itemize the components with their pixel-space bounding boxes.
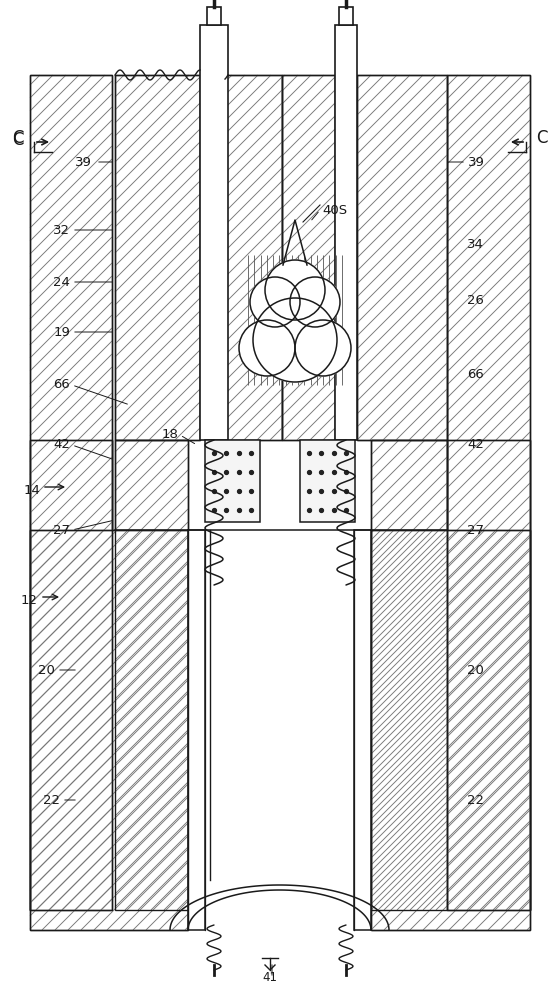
Bar xyxy=(282,75,335,440)
Bar xyxy=(339,7,353,25)
Circle shape xyxy=(295,320,351,376)
Bar xyxy=(188,530,205,930)
Bar xyxy=(447,440,530,910)
Text: 14: 14 xyxy=(23,484,40,496)
Bar xyxy=(115,75,200,440)
Bar xyxy=(357,75,447,440)
Circle shape xyxy=(265,260,325,320)
Bar xyxy=(447,440,530,910)
Text: 24: 24 xyxy=(53,275,70,288)
Bar xyxy=(371,440,447,910)
Bar xyxy=(447,75,530,910)
Bar xyxy=(371,530,530,930)
Text: 66: 66 xyxy=(467,368,484,381)
Circle shape xyxy=(295,320,351,376)
Circle shape xyxy=(250,277,300,327)
Bar xyxy=(200,25,228,440)
Bar xyxy=(30,440,112,910)
Bar xyxy=(30,530,188,930)
Text: 22: 22 xyxy=(43,794,60,806)
Bar xyxy=(354,530,371,930)
Bar xyxy=(205,530,354,930)
Circle shape xyxy=(239,320,295,376)
Bar xyxy=(115,440,188,910)
Text: 20: 20 xyxy=(38,664,55,676)
Text: 42: 42 xyxy=(53,438,70,452)
Circle shape xyxy=(290,277,340,327)
Circle shape xyxy=(253,298,337,382)
Circle shape xyxy=(239,320,295,376)
Bar xyxy=(371,530,530,930)
Text: C: C xyxy=(12,129,23,147)
Bar xyxy=(225,75,282,440)
Bar xyxy=(30,75,112,910)
Text: 41: 41 xyxy=(263,971,277,984)
Bar xyxy=(207,7,221,25)
Text: C: C xyxy=(536,129,548,147)
Bar xyxy=(282,75,335,440)
Text: 12: 12 xyxy=(21,593,38,606)
Text: 27: 27 xyxy=(53,524,70,536)
Bar xyxy=(371,440,447,910)
Bar xyxy=(30,440,112,910)
Text: 27: 27 xyxy=(467,524,484,536)
Circle shape xyxy=(253,298,337,382)
Circle shape xyxy=(265,260,325,320)
Text: 34: 34 xyxy=(467,238,484,251)
Circle shape xyxy=(290,277,340,327)
Bar xyxy=(30,530,188,930)
Text: 20: 20 xyxy=(467,664,484,676)
Bar xyxy=(30,75,112,910)
Text: 66: 66 xyxy=(53,378,70,391)
Text: 39: 39 xyxy=(75,155,92,168)
Text: 40S: 40S xyxy=(322,204,347,217)
Bar xyxy=(205,440,260,522)
Text: 18: 18 xyxy=(161,428,178,442)
Text: 32: 32 xyxy=(53,224,70,236)
Bar xyxy=(335,25,357,440)
Bar xyxy=(115,440,188,910)
Text: 26: 26 xyxy=(467,294,484,306)
Text: C: C xyxy=(12,131,23,149)
Text: 19: 19 xyxy=(53,326,70,338)
Bar xyxy=(447,75,530,910)
Bar xyxy=(115,75,200,440)
Bar xyxy=(357,75,447,440)
Bar xyxy=(300,440,355,522)
Text: 22: 22 xyxy=(467,794,484,806)
Text: 39: 39 xyxy=(468,155,485,168)
Circle shape xyxy=(250,277,300,327)
Text: 42: 42 xyxy=(467,438,484,452)
Bar xyxy=(225,75,282,440)
